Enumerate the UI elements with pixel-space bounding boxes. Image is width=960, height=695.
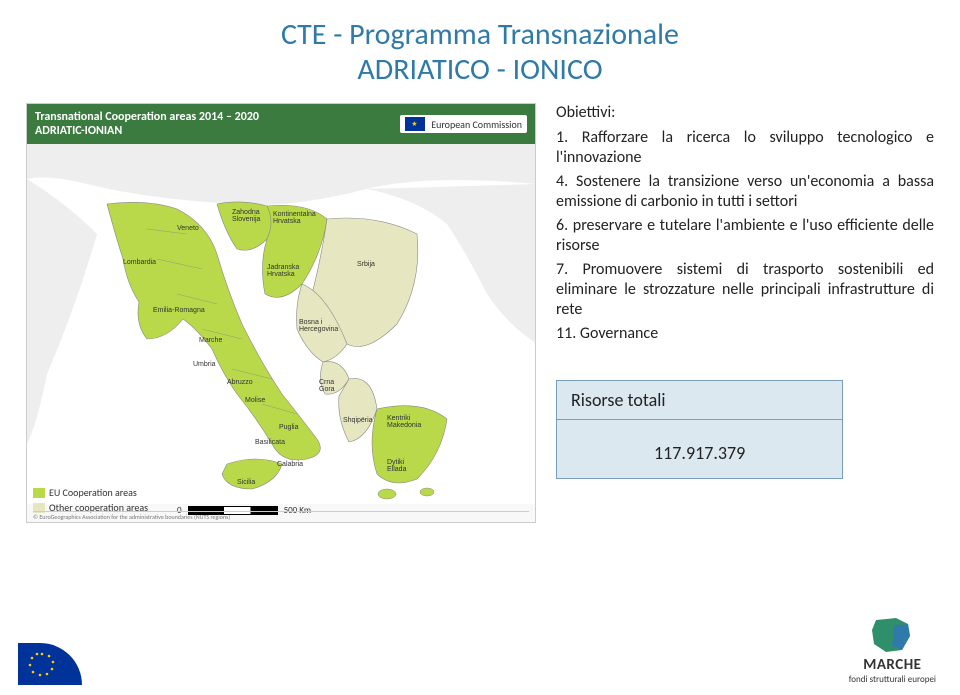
svg-text:Puglia: Puglia xyxy=(279,424,299,431)
marche-sub: fondi strutturali europei xyxy=(849,674,936,685)
legend-swatch-eu xyxy=(33,488,45,498)
table-value-cell: 117.917.379 xyxy=(557,420,843,479)
svg-text:Sicilia: Sicilia xyxy=(237,479,255,486)
objective-item: 7. Promuovere sistemi di trasporto soste… xyxy=(556,260,934,320)
svg-text:Veneto: Veneto xyxy=(177,225,199,232)
resources-table: Risorse totali 117.917.379 xyxy=(556,380,843,479)
text-column: Obiettivi: 1. Rafforzare la ricerca lo s… xyxy=(556,103,934,523)
marche-logo: MARCHE fondi strutturali europei xyxy=(849,616,936,685)
map-banner-left: Transnational Cooperation areas 2014 – 2… xyxy=(35,110,259,138)
map-banner-right-text: European Commission xyxy=(431,118,522,131)
svg-text:ZahodnaSlovenija: ZahodnaSlovenija xyxy=(232,209,261,223)
map-attribution: © EuroGeographics Association for the ad… xyxy=(33,511,529,521)
table-label-cell: Risorse totali xyxy=(557,381,843,420)
svg-text:Umbria: Umbria xyxy=(193,361,216,368)
marche-name: MARCHE xyxy=(849,656,936,674)
objective-item: 6. preservare e tutelare l'ambiente e l'… xyxy=(556,216,934,256)
svg-text:Shqipëria: Shqipëria xyxy=(343,417,373,424)
title-line-1: CTE - Programma Transnazionale xyxy=(281,16,679,53)
map-container: Transnational Cooperation areas 2014 – 2… xyxy=(26,103,536,523)
objective-item: 4. Sostenere la transizione verso un'eco… xyxy=(556,172,934,212)
page-header: CTE - Programma Transnazionale ADRIATICO… xyxy=(0,0,960,93)
svg-text:Lombardia: Lombardia xyxy=(123,259,156,266)
map-banner-right: European Commission xyxy=(400,115,527,133)
map-banner: Transnational Cooperation areas 2014 – 2… xyxy=(27,104,535,144)
content-row: Transnational Cooperation areas 2014 – 2… xyxy=(0,93,960,523)
legend-row-eu: EU Cooperation areas xyxy=(33,486,148,499)
map-svg: Lombardia Veneto Emilia-Romagna Marche U… xyxy=(27,144,536,504)
map-banner-line2: ADRIATIC-IONIAN xyxy=(35,124,259,138)
objective-item: 11. Governance xyxy=(556,324,934,344)
objective-item: 1. Rafforzare la ricerca lo sviluppo tec… xyxy=(556,128,934,168)
legend-label-eu: EU Cooperation areas xyxy=(49,486,137,499)
svg-text:Calabria: Calabria xyxy=(277,461,303,468)
eu-flag-icon xyxy=(405,117,425,131)
svg-text:Marche: Marche xyxy=(199,337,222,344)
page-footer: MARCHE fondi strutturali europei xyxy=(18,616,936,685)
svg-text:DytikiEllada: DytikiEllada xyxy=(387,459,407,473)
svg-text:Srbija: Srbija xyxy=(357,261,375,268)
svg-text:CrnaGora: CrnaGora xyxy=(319,379,335,393)
title-line-2: ADRIATICO - IONICO xyxy=(357,51,602,88)
svg-text:Abruzzo: Abruzzo xyxy=(227,379,253,386)
svg-text:JadranskaHrvatska: JadranskaHrvatska xyxy=(267,264,299,278)
objectives-heading: Obiettivi: xyxy=(556,103,934,122)
svg-text:Molise: Molise xyxy=(245,397,265,404)
map-column: Transnational Cooperation areas 2014 – 2… xyxy=(26,103,536,523)
svg-text:Basilicata: Basilicata xyxy=(255,439,285,446)
svg-text:Emilia-Romagna: Emilia-Romagna xyxy=(153,307,205,314)
page-title: CTE - Programma Transnazionale ADRIATICO… xyxy=(0,18,960,87)
marche-shape-icon xyxy=(868,616,916,654)
map-banner-line1: Transnational Cooperation areas 2014 – 2… xyxy=(35,110,259,124)
eu-corner-icon xyxy=(18,643,82,685)
